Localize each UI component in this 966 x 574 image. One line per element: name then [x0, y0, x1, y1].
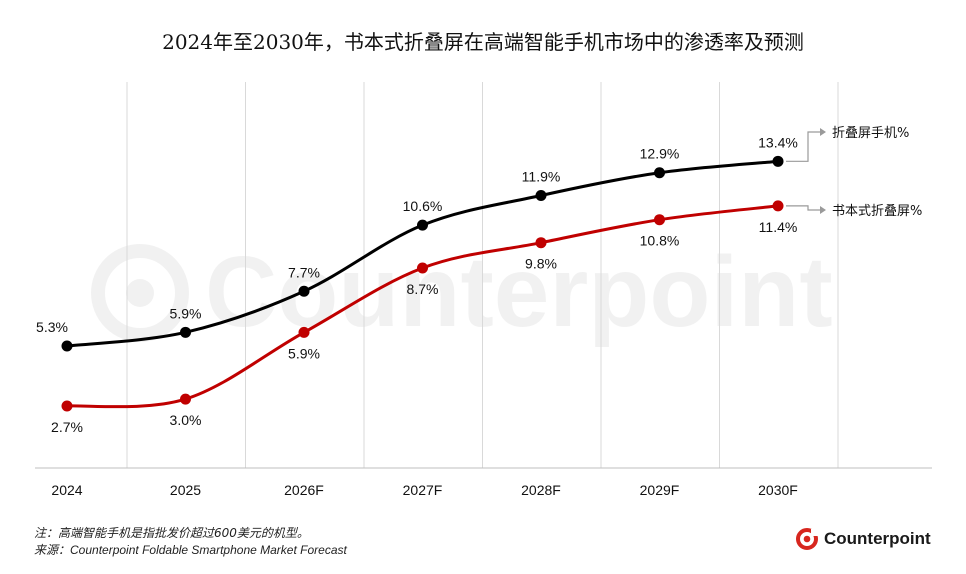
data-label: 12.9%: [640, 146, 680, 162]
x-tick-label: 2024: [51, 482, 82, 498]
data-label: 10.8%: [640, 233, 680, 249]
legend-label: 折叠屏手机%: [832, 126, 909, 141]
brand-name: Counterpoint: [824, 529, 931, 548]
data-label: 10.6%: [403, 198, 443, 214]
footnote: 注：高端智能手机是指批发价超过600美元的机型。: [34, 526, 309, 540]
source-text: Counterpoint Foldable Smartphone Market …: [70, 543, 347, 557]
data-point: [298, 326, 310, 338]
data-label: 5.3%: [36, 319, 68, 335]
footer: 注：高端智能手机是指批发价超过600美元的机型。 来源：Counterpoint…: [34, 525, 347, 559]
x-tick-label: 2030F: [758, 482, 798, 498]
brand-logo: Counterpoint: [795, 527, 931, 551]
data-label: 9.8%: [525, 256, 557, 272]
data-point: [417, 219, 428, 231]
data-label: 13.4%: [758, 134, 798, 150]
data-label: 8.7%: [407, 281, 439, 297]
source-label: 来源：: [34, 543, 71, 557]
x-tick-label: 2028F: [521, 482, 561, 498]
data-point: [772, 200, 784, 212]
x-tick-label: 2027F: [403, 482, 443, 498]
source-line: 来源：Counterpoint Foldable Smartphone Mark…: [34, 542, 347, 559]
legend-arrow: [820, 128, 826, 136]
data-point: [535, 190, 547, 202]
x-tick-label: 2025: [170, 482, 201, 498]
counterpoint-logo-icon: [796, 528, 818, 550]
data-point: [654, 214, 665, 226]
data-point: [654, 167, 665, 179]
data-point: [61, 400, 73, 412]
data-label: 7.7%: [288, 264, 320, 280]
legend-label: 书本式折叠屏%: [832, 204, 922, 219]
data-label: 3.0%: [170, 412, 202, 428]
data-point: [298, 285, 310, 297]
x-tick-label: 2029F: [640, 482, 680, 498]
data-label: 11.4%: [759, 219, 798, 235]
data-point: [772, 155, 784, 167]
legend-connector: [786, 131, 820, 162]
data-point: [61, 340, 73, 352]
x-tick-label: 2026F: [284, 482, 324, 498]
counterpoint-watermark-icon: [91, 243, 189, 342]
chart-title: 2024年至2030年，书本式折叠屏在高端智能手机市场中的渗透率及预测: [162, 30, 804, 54]
data-label: 5.9%: [288, 345, 320, 361]
data-label: 2.7%: [51, 419, 83, 435]
data-point: [180, 393, 191, 405]
legend-arrow: [820, 206, 826, 214]
data-label: 5.9%: [170, 305, 202, 321]
data-point: [417, 262, 428, 274]
data-label: 11.9%: [522, 169, 561, 185]
data-point: [180, 326, 191, 338]
data-point: [535, 237, 547, 249]
legend-connector: [786, 205, 820, 211]
